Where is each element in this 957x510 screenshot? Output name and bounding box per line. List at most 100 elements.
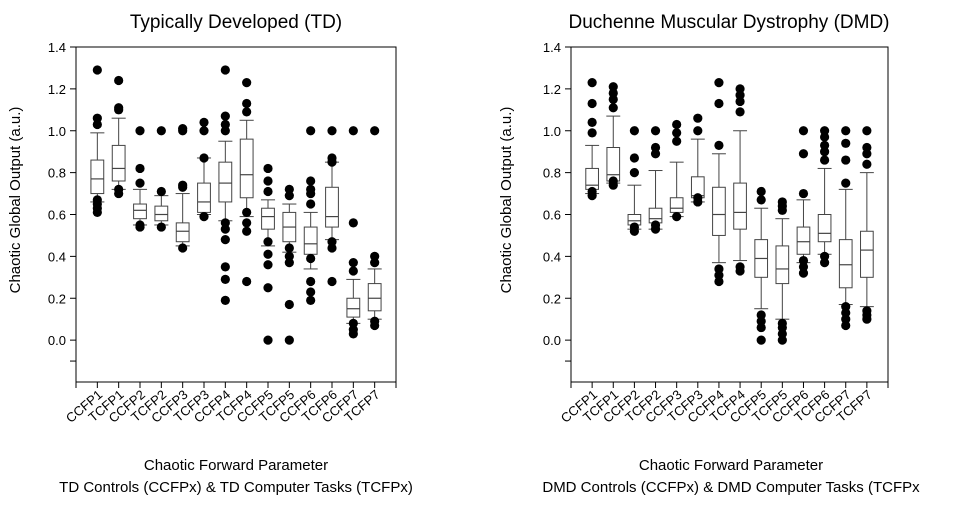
outlier-point: [157, 187, 166, 196]
iqr-box: [734, 183, 747, 229]
outlier-point: [221, 296, 230, 305]
outlier-point: [651, 126, 660, 135]
outlier-point: [862, 160, 871, 169]
iqr-box: [176, 223, 189, 242]
dmd-box-tcfp2: [649, 126, 663, 234]
outlier-point: [609, 103, 618, 112]
outlier-point: [588, 118, 597, 127]
iqr-box: [797, 227, 810, 254]
outlier-point: [349, 218, 358, 227]
iqr-box: [776, 246, 789, 284]
outlier-point: [588, 78, 597, 87]
outlier-point: [370, 317, 379, 326]
outlier-point: [199, 212, 208, 221]
dmd-box-ccfp3: [670, 120, 684, 221]
outlier-point: [799, 149, 808, 158]
iqr-box: [304, 227, 317, 254]
td-y-tick-label: 1.0: [48, 124, 66, 139]
iqr-box: [112, 145, 125, 181]
outlier-point: [221, 65, 230, 74]
outlier-point: [263, 336, 272, 345]
td-y-tick-label: 0.0: [48, 333, 66, 348]
td-chart-title: Typically Developed (TD): [130, 12, 342, 33]
td-y-tick-label: 1.4: [48, 40, 66, 55]
dmd-y-tick-label: 0.8: [543, 166, 561, 181]
td-box-ccfp6: [304, 126, 318, 305]
dmd-y-tick-label: 1.0: [543, 124, 561, 139]
iqr-box: [713, 187, 726, 235]
td-box-tcfp5: [282, 185, 296, 345]
outlier-point: [757, 195, 766, 204]
outlier-point: [588, 128, 597, 137]
td-box-ccfp5: [261, 164, 275, 345]
dmd-box-tcfp5: [775, 197, 789, 344]
outlier-point: [306, 126, 315, 135]
iqr-box: [670, 198, 683, 213]
outlier-point: [263, 260, 272, 269]
td-chart-svg: Typically Developed (TD) Chaotic Global …: [0, 0, 478, 505]
outlier-point: [306, 185, 315, 194]
outlier-point: [327, 126, 336, 135]
outlier-point: [114, 76, 123, 85]
outlier-point: [862, 143, 871, 152]
outlier-point: [778, 319, 787, 328]
td-box-tcfp3: [197, 118, 211, 221]
outlier-point: [263, 176, 272, 185]
outlier-point: [285, 252, 294, 261]
outlier-point: [114, 103, 123, 112]
outlier-point: [93, 65, 102, 74]
outlier-point: [862, 306, 871, 315]
outlier-point: [306, 199, 315, 208]
iqr-box: [198, 183, 211, 212]
td-plot-area: 0.00.20.40.60.81.01.21.4CCFP1TCFP1CCFP2T…: [48, 40, 396, 426]
outlier-point: [242, 218, 251, 227]
outlier-point: [263, 187, 272, 196]
outlier-point: [799, 189, 808, 198]
outlier-point: [135, 164, 144, 173]
outlier-point: [630, 126, 639, 135]
dmd-box-ccfp1: [585, 78, 599, 200]
outlier-point: [242, 227, 251, 236]
iqr-box: [586, 168, 599, 189]
iqr-box: [262, 208, 275, 229]
outlier-point: [588, 99, 597, 108]
outlier-point: [349, 319, 358, 328]
iqr-box: [219, 162, 232, 202]
outlier-point: [178, 243, 187, 252]
dmd-box-tcfp6: [818, 126, 832, 267]
outlier-point: [221, 111, 230, 120]
outlier-point: [263, 250, 272, 259]
td-y-tick-label: 0.6: [48, 208, 66, 223]
outlier-point: [306, 287, 315, 296]
outlier-point: [714, 141, 723, 150]
outlier-point: [221, 275, 230, 284]
outlier-point: [349, 126, 358, 135]
iqr-box: [326, 187, 339, 227]
td-y-tick-label: 0.2: [48, 291, 66, 306]
outlier-point: [651, 143, 660, 152]
outlier-point: [93, 114, 102, 123]
outlier-point: [609, 176, 618, 185]
td-plot-frame: [76, 47, 396, 382]
td-y-tick-label: 1.2: [48, 82, 66, 97]
outlier-point: [178, 181, 187, 190]
outlier-point: [306, 176, 315, 185]
outlier-point: [841, 178, 850, 187]
dmd-box-tcfp1: [606, 82, 620, 190]
outlier-point: [799, 256, 808, 265]
iqr-box: [134, 204, 147, 219]
outlier-point: [242, 78, 251, 87]
iqr-box: [839, 240, 852, 288]
iqr-box: [607, 148, 620, 182]
outlier-point: [327, 277, 336, 286]
outlier-point: [199, 126, 208, 135]
td-box-tcfp7: [368, 126, 382, 330]
dmd-y-tick-label: 0.4: [543, 249, 561, 264]
outlier-point: [242, 99, 251, 108]
outlier-point: [672, 120, 681, 129]
outlier-point: [327, 153, 336, 162]
iqr-box: [368, 284, 381, 311]
outlier-point: [672, 128, 681, 137]
outlier-point: [841, 139, 850, 148]
iqr-box: [861, 231, 874, 277]
